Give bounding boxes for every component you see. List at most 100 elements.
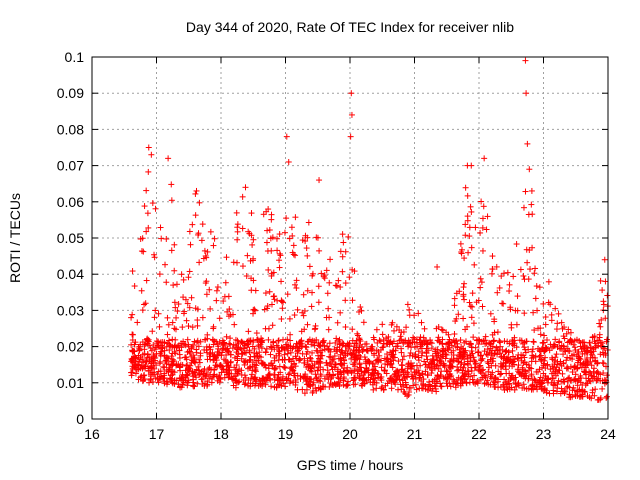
data-point [165,155,172,162]
data-point [129,311,136,318]
data-point [207,346,214,353]
data-point [168,181,175,188]
data-point [349,337,356,344]
data-point [270,339,277,346]
data-point [174,308,181,315]
data-point [567,329,574,336]
data-point [511,334,518,341]
data-point [300,312,307,319]
data-point [406,312,413,319]
data-point [507,306,514,313]
data-point [136,358,143,365]
data-point [477,362,484,369]
data-point [145,336,152,343]
data-point [339,253,346,260]
data-point [371,336,378,343]
data-point [243,273,250,280]
data-point [503,357,510,364]
data-point [545,375,552,382]
data-point [516,337,523,344]
data-point [523,385,530,392]
data-point [476,363,483,370]
data-point [552,336,559,343]
data-point [461,280,468,287]
data-point [567,355,574,362]
data-point [434,357,441,364]
data-point [481,155,488,162]
data-point [520,359,527,366]
data-point [542,373,549,380]
data-point [184,349,191,356]
data-point [429,367,436,374]
data-point [603,372,610,379]
data-point [260,375,267,382]
data-point [487,381,494,388]
data-point [356,308,363,315]
data-point [536,284,543,291]
data-point [194,317,201,324]
data-point [251,306,258,313]
data-point [148,347,155,354]
data-point [589,334,596,341]
data-point [193,339,200,346]
data-point [460,293,467,300]
data-point [225,362,232,369]
data-point [256,349,263,356]
data-point [306,381,313,388]
data-point [582,371,589,378]
data-point [554,344,561,351]
data-point [306,354,313,361]
data-point [304,287,311,294]
data-point [469,290,476,297]
data-point [424,364,431,371]
data-point [164,340,171,347]
data-point [464,360,471,367]
data-point [405,363,412,370]
data-point [173,281,180,288]
data-point [312,325,319,332]
data-point [169,380,176,387]
data-point [280,336,287,343]
data-point [138,287,145,294]
data-point [548,370,555,377]
data-point [317,373,324,380]
data-point [139,307,146,314]
data-point [561,324,568,331]
data-point [473,379,480,386]
data-point [478,356,485,363]
data-point [468,208,475,215]
data-point [172,304,179,311]
data-point [524,259,531,266]
data-point [313,336,320,343]
data-point [595,370,602,377]
data-point [321,342,328,349]
data-point [207,305,214,312]
data-point [398,366,405,373]
data-point [376,352,383,359]
data-point [434,378,441,385]
data-point [184,371,191,378]
data-point [192,359,199,366]
data-point [475,349,482,356]
data-point [201,366,208,373]
data-point [170,368,177,375]
data-point [549,374,556,381]
data-point [530,386,537,393]
data-point [188,343,195,350]
data-point [468,162,475,169]
data-point [351,374,358,381]
data-point [596,334,603,341]
data-point [276,377,283,384]
data-point [596,320,603,327]
data-point [409,373,416,380]
y-tick-label: 0.08 [57,121,84,137]
data-point [461,255,468,262]
data-point [342,323,349,330]
x-axis-label: GPS time / hours [297,457,404,473]
data-point [458,351,465,358]
data-point [469,350,476,357]
data-point [392,381,399,388]
data-point [371,350,378,357]
data-point [206,364,213,371]
data-point [365,369,372,376]
